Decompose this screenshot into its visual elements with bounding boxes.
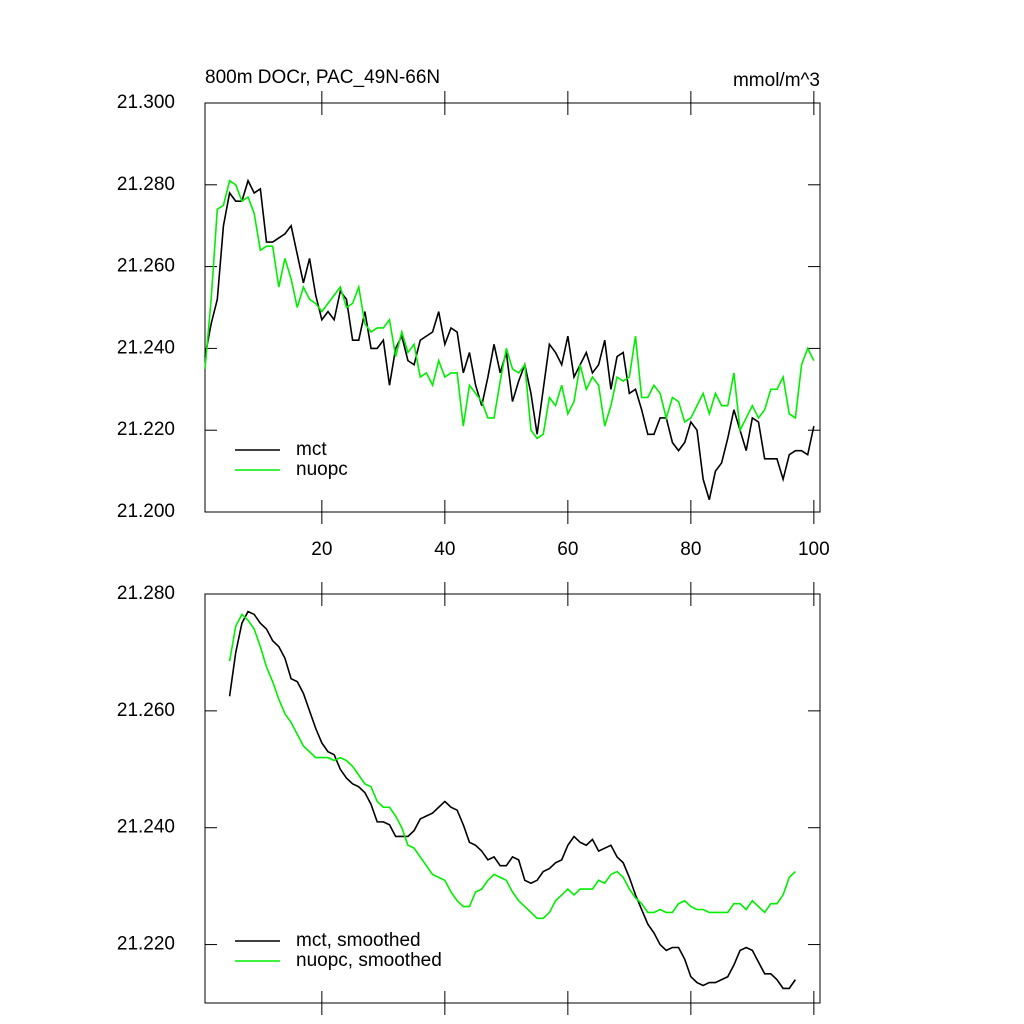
y-tick-label: 21.260 bbox=[117, 700, 175, 721]
legend-label: nuopc, smoothed bbox=[296, 950, 442, 971]
x-tick-label: 100 bbox=[798, 539, 830, 560]
y-tick-label: 21.220 bbox=[117, 934, 175, 955]
plot-frame bbox=[204, 593, 821, 1004]
y-tick-label: 21.300 bbox=[117, 92, 175, 113]
y-tick-label: 21.280 bbox=[117, 583, 175, 604]
plot-frame bbox=[204, 102, 821, 513]
y-tick-label: 21.280 bbox=[117, 174, 175, 195]
legend-label: nuopc bbox=[296, 459, 348, 480]
y-tick-label: 21.240 bbox=[117, 817, 175, 838]
series-line bbox=[228, 610, 797, 990]
x-tick-label: 20 bbox=[311, 539, 332, 560]
legend-label: mct bbox=[296, 439, 327, 460]
y-tick-label: 21.200 bbox=[117, 501, 175, 522]
x-tick-label: 40 bbox=[434, 539, 455, 560]
x-tick-label: 80 bbox=[680, 539, 701, 560]
units-label: mmol/m^3 bbox=[733, 70, 820, 91]
y-tick-label: 21.220 bbox=[117, 419, 175, 440]
series-line bbox=[204, 178, 815, 500]
y-tick-label: 21.240 bbox=[117, 337, 175, 358]
y-tick-label: 21.260 bbox=[117, 256, 175, 277]
series-line bbox=[228, 613, 796, 920]
chart-title: 800m DOCr, PAC_49N-66N bbox=[205, 67, 440, 88]
legend-label: mct, smoothed bbox=[296, 930, 421, 951]
series-line bbox=[204, 179, 815, 440]
x-tick-label: 60 bbox=[557, 539, 578, 560]
